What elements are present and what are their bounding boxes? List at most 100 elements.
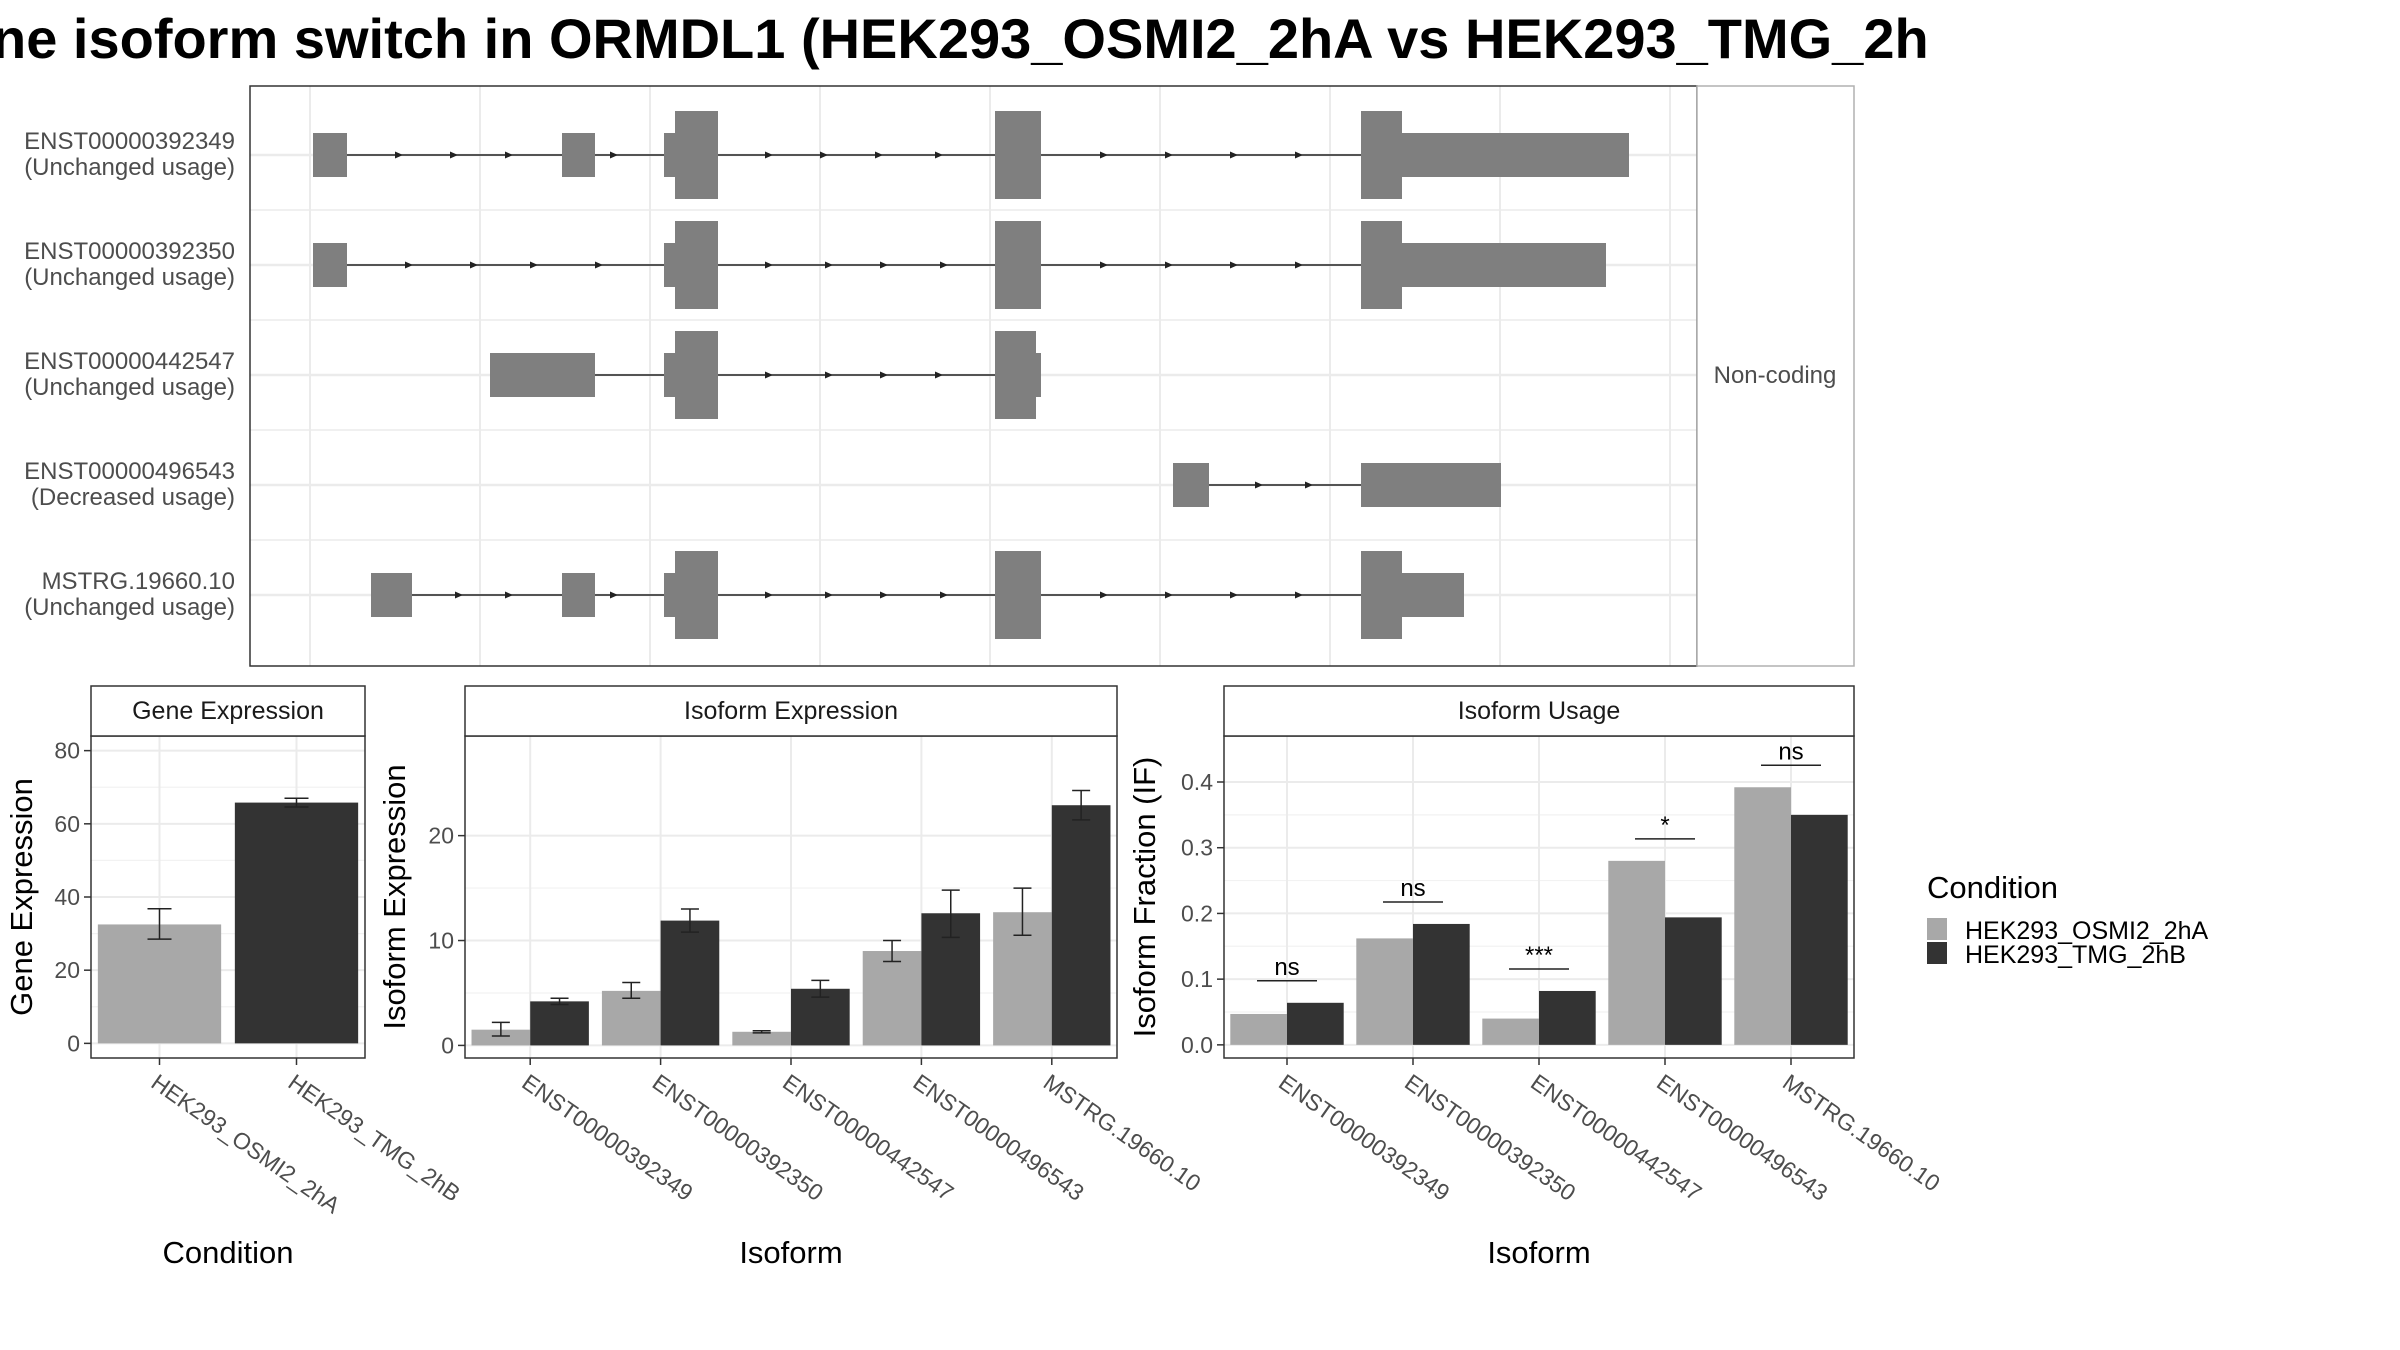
panel-strip xyxy=(90,685,366,737)
transcript-status-label: (Unchanged usage) xyxy=(24,594,235,621)
legend-label-cond1: HEK293_OSMI2_2hA xyxy=(1965,917,2209,945)
facet-strip xyxy=(1696,85,1855,667)
y-tick-label: 0 xyxy=(67,1030,80,1056)
bar-HEK293_TMG_2hB xyxy=(234,802,359,1044)
transcript-status-label: (Unchanged usage) xyxy=(24,154,235,181)
y-axis-title: Isoform Expression xyxy=(377,764,412,1029)
bar-2-ENST00000392350 xyxy=(660,920,720,1046)
error-bar xyxy=(147,907,172,940)
bar-1-ENST00000442547 xyxy=(732,1031,791,1046)
bar-2-ENST00000496543 xyxy=(1665,917,1722,1045)
strand-arrow xyxy=(1230,151,1238,159)
bar-2-ENST00000442547 xyxy=(1539,990,1596,1045)
strand-arrow xyxy=(505,591,513,599)
bar-1-ENST00000496543 xyxy=(1608,860,1665,1045)
strand-arrow xyxy=(940,261,948,269)
exon xyxy=(675,331,718,419)
error-bar xyxy=(883,939,902,963)
strand-arrow xyxy=(880,371,888,379)
transcript-status-label: (Unchanged usage) xyxy=(24,264,235,291)
bar-1-ENST00000392349 xyxy=(1230,1013,1287,1045)
exon xyxy=(675,111,718,199)
transcript-id-label: MSTRG.19660.10 xyxy=(42,568,235,595)
exon xyxy=(995,331,1036,419)
panel-strip xyxy=(464,685,1118,737)
exon xyxy=(675,221,718,309)
bar-HEK293_OSMI2_2hA xyxy=(97,924,222,1044)
y-tick-label: 80 xyxy=(54,738,80,764)
y-tick-label: 0.2 xyxy=(1181,900,1213,926)
y-tick-label: 0.3 xyxy=(1181,835,1213,861)
exon xyxy=(490,353,595,397)
exon xyxy=(1402,243,1606,287)
strand-arrow xyxy=(825,371,833,379)
exon xyxy=(1036,353,1041,397)
error-bar xyxy=(284,797,309,808)
error-bar xyxy=(1013,887,1032,937)
bar-2-ENST00000392350 xyxy=(1413,923,1470,1045)
strand-arrow xyxy=(880,261,888,269)
panel-strip xyxy=(1223,685,1855,737)
strand-arrow xyxy=(880,591,888,599)
strand-arrow xyxy=(1230,261,1238,269)
transcript-status-label: (Unchanged usage) xyxy=(24,374,235,401)
y-tick-label: 0.4 xyxy=(1181,769,1213,795)
exon xyxy=(995,221,1041,309)
y-tick-label: 60 xyxy=(54,811,80,837)
bar-1-ENST00000496543 xyxy=(862,951,922,1046)
legend-title: Condition xyxy=(1927,870,2058,905)
bar-2-ENST00000392349 xyxy=(1287,1002,1344,1045)
strand-arrow xyxy=(455,591,463,599)
error-bar xyxy=(1072,789,1091,821)
bar-2-MSTRG.19660.10 xyxy=(1791,814,1848,1045)
y-tick-label: 20 xyxy=(54,957,80,983)
exon xyxy=(1361,221,1402,309)
strand-arrow xyxy=(395,151,403,159)
transcript-models: ENST00000392349(Unchanged usage)ENST0000… xyxy=(24,111,1629,639)
strand-arrow xyxy=(405,261,413,269)
bar-1-ENST00000442547 xyxy=(1482,1018,1539,1045)
bar-1-ENST00000392349 xyxy=(471,1029,531,1046)
exon xyxy=(1361,111,1402,199)
exon xyxy=(1361,551,1402,639)
strand-arrow xyxy=(935,371,943,379)
strand-arrow xyxy=(1100,151,1108,159)
transcript-model-4: ENST00000496543(Decreased usage) xyxy=(24,458,1501,511)
error-bar xyxy=(811,979,830,998)
error-bar xyxy=(941,889,960,939)
facet-label: Non-coding xyxy=(1714,362,1837,389)
strand-arrow xyxy=(610,151,618,159)
transcript-id-label: ENST00000392350 xyxy=(24,238,235,265)
strand-arrow xyxy=(1165,261,1173,269)
x-axis-title: Isoform xyxy=(1487,1235,1590,1270)
exon xyxy=(1361,463,1501,507)
figure-title: ne isoform switch in ORMDL1 (HEK293_OSMI… xyxy=(0,7,1929,70)
error-bar xyxy=(680,908,699,933)
legend-swatch-cond2 xyxy=(1927,942,1947,964)
strand-arrow xyxy=(935,151,943,159)
strand-arrow xyxy=(470,261,478,269)
exon xyxy=(1173,463,1209,507)
exon xyxy=(371,573,412,617)
strand-arrow xyxy=(1305,481,1313,489)
error-bar xyxy=(752,1029,771,1034)
legend-swatch-cond1 xyxy=(1927,918,1947,940)
panel-strip-title: Gene Expression xyxy=(132,697,324,725)
exon xyxy=(664,353,675,397)
significance-label: *** xyxy=(1525,942,1553,969)
exon xyxy=(995,111,1041,199)
strand-arrow xyxy=(825,261,833,269)
exon xyxy=(1402,133,1629,177)
strand-arrow xyxy=(825,591,833,599)
transcript-id-label: ENST00000442547 xyxy=(24,348,235,375)
bar-1-ENST00000392350 xyxy=(601,990,661,1046)
strand-arrow xyxy=(820,151,828,159)
transcript-model-3: ENST00000442547(Unchanged usage) xyxy=(24,331,1041,419)
bar-1-MSTRG.19660.10 xyxy=(1734,787,1791,1045)
transcript-status-label: (Decreased usage) xyxy=(31,484,235,511)
transcript-id-label: ENST00000496543 xyxy=(24,458,235,485)
y-tick-label: 10 xyxy=(428,928,454,954)
isoform-expression-chart: Isoform Expression01020ENST00000392349EN… xyxy=(377,685,1206,1270)
strand-arrow xyxy=(1230,591,1238,599)
